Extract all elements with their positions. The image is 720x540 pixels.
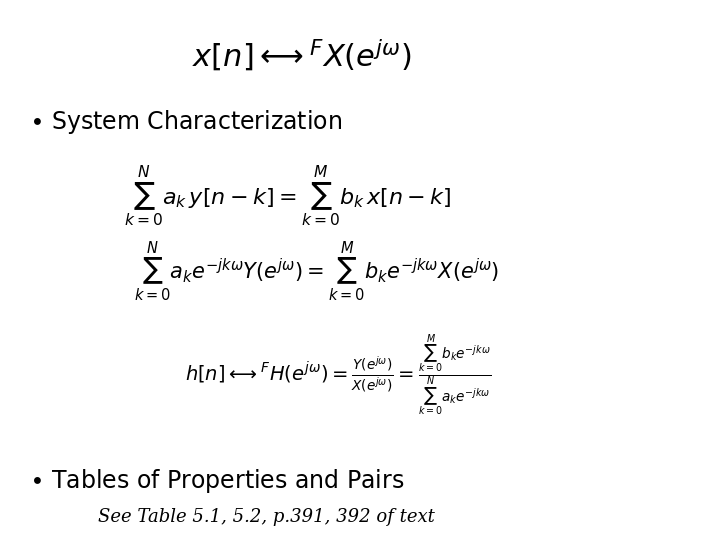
Text: $x[n] \longleftrightarrow^{F} X\left(e^{j\omega}\right)$: $x[n] \longleftrightarrow^{F} X\left(e^{… [192,38,413,73]
Text: $\sum_{k=0}^{N} a_k\, y[n-k] = \sum_{k=0}^{M} b_k\, x[n-k]$: $\sum_{k=0}^{N} a_k\, y[n-k] = \sum_{k=0… [125,165,451,229]
Text: $h[n] \longleftrightarrow^{F} H\left(e^{j\omega}\right) = \frac{Y\left(e^{j\omeg: $h[n] \longleftrightarrow^{F} H\left(e^{… [185,332,492,418]
Text: $\bullet$ Tables of Properties and Pairs: $\bullet$ Tables of Properties and Pairs [29,467,404,495]
Text: See Table 5.1, 5.2, p.391, 392 of text: See Table 5.1, 5.2, p.391, 392 of text [98,508,435,525]
Text: $\sum_{k=0}^{N} a_k e^{-jk\omega} Y\left(e^{j\omega}\right) = \sum_{k=0}^{M} b_k: $\sum_{k=0}^{N} a_k e^{-jk\omega} Y\left… [134,240,500,303]
Text: $\bullet$ System Characterization: $\bullet$ System Characterization [29,108,342,136]
